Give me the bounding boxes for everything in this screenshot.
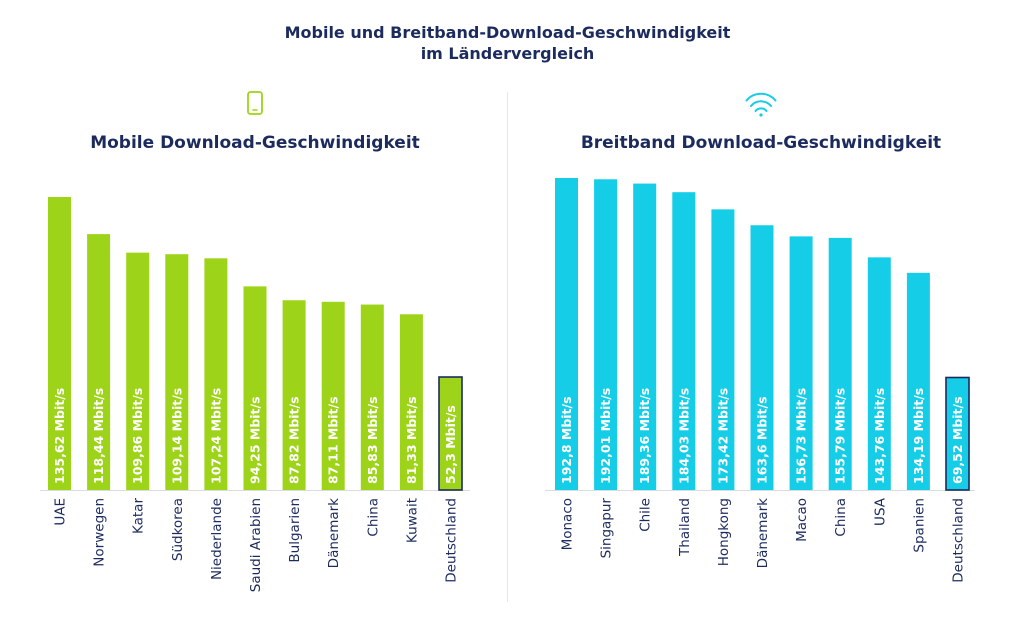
mobile-value-label-deutschland: 52,3 Mbit/s (443, 405, 458, 484)
broadband-bar-china (828, 237, 852, 490)
broadband-value-label-macao: 156,73 Mbit/s (794, 388, 809, 484)
broadband-bar-chile (633, 183, 657, 490)
broadband-bar-macao (789, 236, 813, 490)
main-title: Mobile und Breitband-Download-Geschwindi… (0, 22, 1015, 64)
broadband-category-label-thailand: Thailand (677, 498, 693, 557)
mobile-bar-kuwait (399, 314, 423, 490)
mobile-value-label-südkorea: 109,14 Mbit/s (169, 388, 184, 484)
broadband-value-label-spanien: 134,19 Mbit/s (911, 388, 926, 484)
broadband-chart: Breitband Download-Geschwindigkeit 192,8 … (545, 133, 975, 583)
panel-divider (507, 92, 508, 602)
broadband-bar-usa (867, 257, 891, 490)
broadband-category-label-spanien: Spanien (911, 498, 927, 553)
mobile-category-label-niederlande: Niederlande (209, 498, 225, 580)
main-title-line-2: im Ländervergleich (420, 44, 595, 63)
mobile-value-label-dänemark: 87,11 Mbit/s (326, 396, 341, 484)
broadband-category-label-macao: Macao (794, 498, 810, 542)
mobile-bar-dänemark (321, 301, 345, 490)
broadband-category-label-monaco: Monaco (560, 498, 576, 550)
mobile-category-label-südkorea: Südkorea (170, 498, 186, 561)
broadband-value-label-usa: 143,76 Mbit/s (872, 388, 887, 484)
broadband-value-label-thailand: 184,03 Mbit/s (676, 388, 691, 484)
smartphone-icon (247, 91, 263, 115)
mobile-category-label-bulgarien: Bulgarien (287, 498, 303, 563)
mobile-category-label-deutschland: Deutschland (444, 498, 460, 583)
broadband-category-label-dänemark: Dänemark (755, 498, 771, 569)
broadband-bar-deutschland (945, 376, 970, 491)
broadband-value-label-dänemark: 163,6 Mbit/s (755, 396, 770, 484)
mobile-value-label-norwegen: 118,44 Mbit/s (91, 388, 106, 484)
wifi-icon (745, 92, 777, 117)
broadband-category-label-deutschland: Deutschland (951, 498, 967, 583)
broadband-category-label-china: China (833, 498, 849, 537)
broadband-bar-dänemark (750, 225, 774, 490)
mobile-value-label-katar: 109,86 Mbit/s (130, 388, 145, 484)
mobile-value-label-china: 85,83 Mbit/s (365, 396, 380, 484)
broadband-category-label-singapur: Singapur (599, 498, 615, 559)
mobile-category-label-china: China (365, 498, 381, 537)
broadband-value-label-chile: 189,36 Mbit/s (637, 388, 652, 484)
broadband-category-label-hongkong: Hongkong (716, 498, 732, 566)
broadband-bar-spanien (906, 272, 930, 490)
mobile-bar-bulgarien (282, 300, 306, 490)
broadband-bar-singapur (594, 179, 618, 490)
mobile-bar-deutschland (438, 376, 463, 491)
main-title-line-1: Mobile und Breitband-Download-Geschwindi… (284, 23, 731, 42)
broadband-value-label-deutschland: 69,52 Mbit/s (950, 396, 965, 484)
mobile-category-label-uae: UAE (53, 498, 69, 526)
mobile-bar-saudi-arabien (243, 286, 267, 490)
mobile-bar-china (360, 304, 384, 490)
broadband-value-label-singapur: 192,01 Mbit/s (598, 388, 613, 484)
broadband-value-label-monaco: 192,8 Mbit/s (559, 396, 574, 484)
broadband-bar-hongkong (711, 209, 735, 491)
mobile-category-label-katar: Katar (131, 498, 147, 534)
mobile-category-label-dänemark: Dänemark (326, 498, 342, 569)
broadband-bar-monaco (555, 178, 578, 490)
broadband-value-label-china: 155,79 Mbit/s (833, 388, 848, 484)
mobile-bar-norwegen (87, 234, 111, 490)
broadband-category-label-usa: USA (872, 497, 888, 526)
broadband-value-label-hongkong: 173,42 Mbit/s (715, 388, 730, 484)
mobile-value-label-niederlande: 107,24 Mbit/s (208, 388, 223, 484)
mobile-category-label-norwegen: Norwegen (92, 498, 108, 567)
mobile-chart-title: Mobile Download-Geschwindigkeit (90, 133, 420, 153)
mobile-value-label-bulgarien: 87,82 Mbit/s (287, 396, 302, 484)
broadband-bar-thailand (672, 192, 696, 490)
mobile-bar-uae (48, 197, 71, 490)
broadband-category-label-chile: Chile (638, 498, 654, 532)
mobile-category-label-kuwait: Kuwait (404, 498, 420, 543)
mobile-category-label-saudi-arabien: Saudi Arabien (248, 498, 264, 592)
mobile-bar-niederlande (204, 258, 228, 490)
mobile-chart: Mobile Download-Geschwindigkeit 135,62 Mb… (40, 133, 470, 592)
mobile-value-label-kuwait: 81,33 Mbit/s (404, 396, 419, 484)
mobile-bar-südkorea (165, 254, 189, 490)
mobile-value-label-saudi-arabien: 94,25 Mbit/s (248, 396, 263, 484)
mobile-value-label-uae: 135,62 Mbit/s (52, 388, 67, 484)
broadband-chart-title: Breitband Download-Geschwindigkeit (581, 133, 941, 153)
mobile-bar-katar (126, 252, 150, 490)
